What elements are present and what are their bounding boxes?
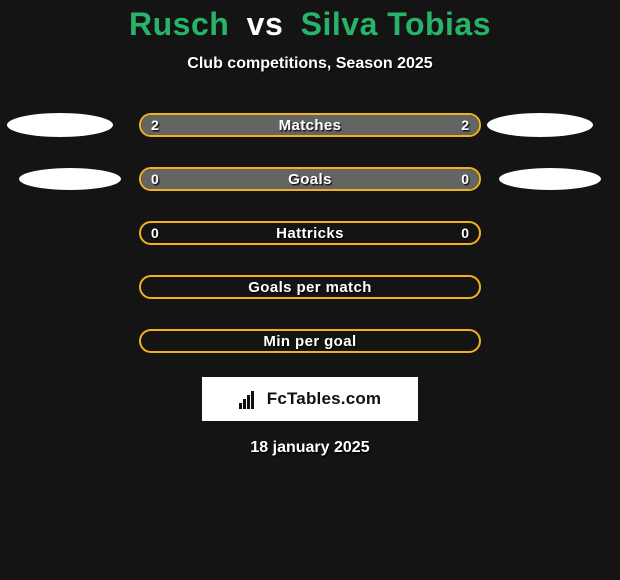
right-ellipse-icon bbox=[487, 113, 593, 137]
comparison-title: Rusch vs Silva Tobias bbox=[0, 6, 620, 43]
stat-row: 0 0 Hattricks bbox=[0, 219, 620, 247]
logo-text: FcTables.com bbox=[267, 389, 382, 409]
stat-rows: 2 2 Matches 0 0 Goals 0 0 Hattricks Goals per mat… bbox=[0, 111, 620, 355]
stat-row: Goals per match bbox=[0, 273, 620, 301]
right-value: 0 bbox=[461, 171, 469, 187]
right-ellipse-icon bbox=[499, 168, 601, 190]
stat-label: Goals bbox=[288, 171, 332, 188]
stat-label: Hattricks bbox=[276, 225, 344, 242]
stat-bar: 0 0 Hattricks bbox=[139, 221, 481, 245]
right-value: 2 bbox=[461, 117, 469, 133]
content-wrapper: Rusch vs Silva Tobias Club competitions,… bbox=[0, 0, 620, 457]
player2-name: Silva Tobias bbox=[301, 6, 491, 42]
stat-bar: 0 0 Goals bbox=[139, 167, 481, 191]
date-text: 18 january 2025 bbox=[0, 439, 620, 457]
stat-bar: Min per goal bbox=[139, 329, 481, 353]
stat-bar: Goals per match bbox=[139, 275, 481, 299]
left-fill bbox=[141, 169, 310, 189]
left-ellipse-icon bbox=[7, 113, 113, 137]
logo-box: FcTables.com bbox=[202, 377, 418, 421]
stat-row: 0 0 Goals bbox=[0, 165, 620, 193]
stat-label: Goals per match bbox=[248, 279, 372, 296]
bar-chart-icon bbox=[239, 389, 261, 409]
left-value: 2 bbox=[151, 117, 159, 133]
right-fill bbox=[310, 169, 479, 189]
stat-label: Min per goal bbox=[263, 333, 356, 350]
left-ellipse-icon bbox=[19, 168, 121, 190]
stat-row: 2 2 Matches bbox=[0, 111, 620, 139]
right-value: 0 bbox=[461, 225, 469, 241]
left-value: 0 bbox=[151, 171, 159, 187]
vs-text: vs bbox=[247, 6, 284, 42]
player1-name: Rusch bbox=[129, 6, 229, 42]
stat-label: Matches bbox=[279, 117, 342, 134]
stat-row: Min per goal bbox=[0, 327, 620, 355]
left-value: 0 bbox=[151, 225, 159, 241]
stat-bar: 2 2 Matches bbox=[139, 113, 481, 137]
subtitle: Club competitions, Season 2025 bbox=[0, 55, 620, 73]
